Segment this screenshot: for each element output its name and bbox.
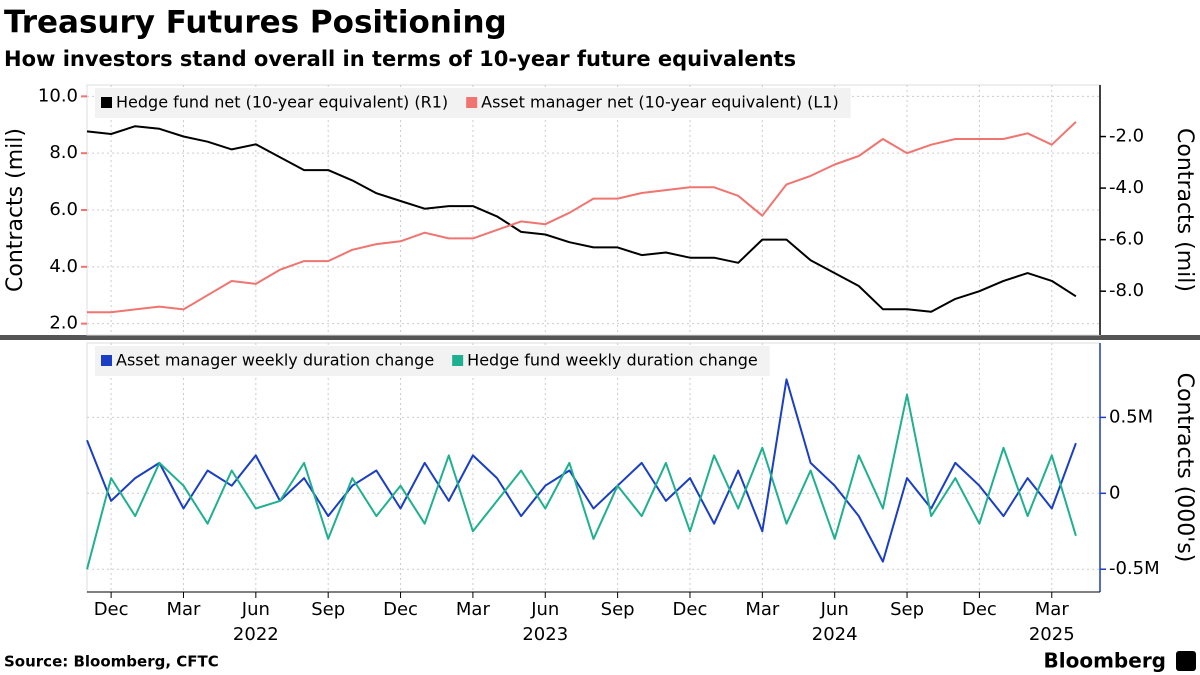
legend-label: Asset manager net (10-year equivalent) (… bbox=[481, 93, 839, 112]
legend-swatch bbox=[101, 355, 112, 366]
x-tick-label: Dec bbox=[383, 599, 418, 620]
x-year-label: 2022 bbox=[233, 624, 279, 645]
series-line bbox=[86, 393, 1077, 570]
x-tick-label: Jun bbox=[241, 599, 270, 620]
y2-tick-label: -4.0 bbox=[1109, 177, 1144, 198]
x-tick-label: Dec bbox=[673, 599, 708, 620]
y-tick-label: 6.0 bbox=[49, 199, 78, 220]
chart-subtitle: How investors stand overall in terms of … bbox=[4, 47, 796, 71]
legend-label: Hedge fund weekly duration change bbox=[467, 351, 758, 370]
panel-divider bbox=[0, 335, 1200, 340]
y2-tick-label: -2.0 bbox=[1109, 126, 1144, 147]
y2-tick-label: 0 bbox=[1109, 482, 1120, 503]
y-axis-label: Contracts (mil) bbox=[3, 128, 28, 292]
x-year-label: 2025 bbox=[1029, 624, 1075, 645]
y-tick-label: 4.0 bbox=[49, 256, 78, 277]
x-tick-label: Mar bbox=[1035, 599, 1070, 620]
series-line bbox=[87, 121, 1077, 314]
brand: Bloomberg bbox=[1044, 649, 1166, 673]
y2-axis-label: Contracts (000's) bbox=[1172, 373, 1197, 563]
y2-axis-label: Contracts (mil) bbox=[1172, 128, 1197, 292]
x-tick-label: Jun bbox=[530, 599, 559, 620]
plot-area bbox=[86, 342, 1101, 593]
y2-tick-label: -0.5M bbox=[1109, 558, 1160, 579]
source: Source: Bloomberg, CFTC bbox=[4, 653, 219, 671]
x-tick-label: Dec bbox=[94, 599, 129, 620]
y2-tick-label: -8.0 bbox=[1109, 280, 1144, 301]
y-tick-label: 10.0 bbox=[38, 85, 78, 106]
y-tick-label: 8.0 bbox=[49, 142, 78, 163]
x-tick-label: Dec bbox=[962, 599, 997, 620]
legend-swatch bbox=[452, 355, 464, 366]
x-year-label: 2024 bbox=[812, 624, 858, 645]
chart-title: Treasury Futures Positioning bbox=[4, 5, 507, 41]
x-tick-label: Sep bbox=[601, 599, 635, 620]
x-tick-label: Mar bbox=[166, 599, 201, 620]
legend-box bbox=[95, 346, 770, 376]
x-tick-label: Mar bbox=[745, 599, 780, 620]
x-tick-label: Sep bbox=[890, 599, 924, 620]
y2-tick-label: -6.0 bbox=[1109, 229, 1144, 250]
legend-swatch bbox=[101, 97, 112, 108]
brand-icon bbox=[1176, 651, 1196, 671]
legend-label: Asset manager weekly duration change bbox=[116, 351, 434, 370]
series-line bbox=[86, 378, 1077, 563]
x-year-label: 2023 bbox=[522, 624, 568, 645]
x-tick-label: Jun bbox=[820, 599, 849, 620]
legend-label: Hedge fund net (10-year equivalent) (R1) bbox=[116, 93, 448, 112]
x-tick-label: Mar bbox=[456, 599, 491, 620]
legend-swatch bbox=[466, 97, 478, 108]
x-tick-label: Sep bbox=[311, 599, 345, 620]
y-tick-label: 2.0 bbox=[49, 313, 78, 334]
y2-tick-label: 0.5M bbox=[1109, 406, 1153, 427]
series-line bbox=[86, 125, 1077, 313]
